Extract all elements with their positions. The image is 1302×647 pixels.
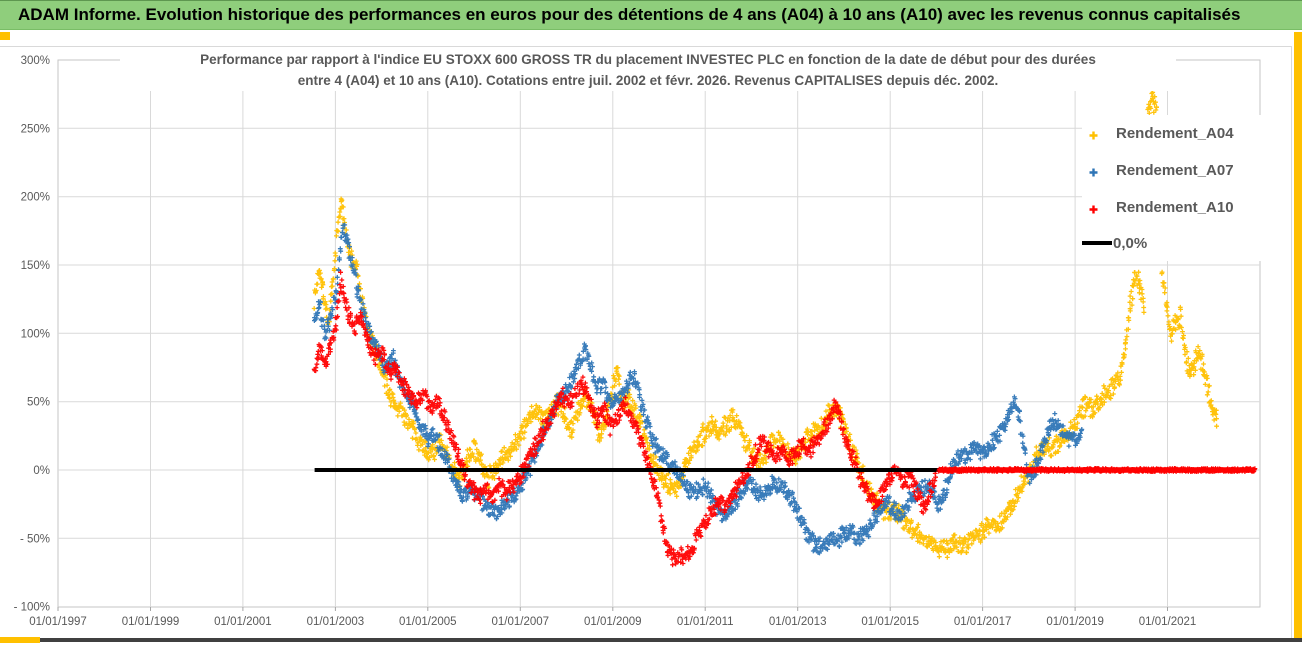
plus-marker-icon bbox=[1088, 202, 1099, 213]
legend-item-rendement-a07[interactable]: Rendement_A07 bbox=[1082, 159, 1234, 181]
svg-text:300%: 300% bbox=[21, 55, 50, 67]
plus-marker-icon bbox=[1088, 128, 1099, 139]
svg-text:0%: 0% bbox=[33, 465, 50, 477]
svg-text:- 100%: - 100% bbox=[14, 602, 50, 614]
legend-label: Rendement_A10 bbox=[1116, 198, 1234, 216]
svg-text:01/01/2005: 01/01/2005 bbox=[399, 616, 457, 628]
gold-accent-right-strip bbox=[1294, 32, 1302, 642]
gold-accent-bottomleft bbox=[0, 637, 40, 643]
svg-text:01/01/2017: 01/01/2017 bbox=[954, 616, 1012, 628]
svg-text:- 50%: - 50% bbox=[20, 533, 50, 545]
chart-title-line2: entre 4 (A04) et 10 ans (A10). Cotations… bbox=[297, 73, 999, 88]
bottom-border-line bbox=[0, 638, 1302, 642]
legend-item-rendement-a04[interactable]: Rendement_A04 bbox=[1082, 122, 1234, 144]
svg-text:01/01/2007: 01/01/2007 bbox=[492, 616, 550, 628]
svg-text:01/01/2003: 01/01/2003 bbox=[307, 616, 365, 628]
legend-label: 0,0% bbox=[1113, 234, 1148, 252]
svg-text:01/01/2015: 01/01/2015 bbox=[861, 616, 919, 628]
svg-text:01/01/2013: 01/01/2013 bbox=[769, 616, 827, 628]
zero-line-icon bbox=[1082, 241, 1112, 245]
svg-text:01/01/1997: 01/01/1997 bbox=[29, 616, 87, 628]
chart-title: Performance par rapport à l'indice EU ST… bbox=[120, 49, 1176, 91]
plus-marker-icon bbox=[1088, 165, 1099, 176]
svg-text:01/01/2019: 01/01/2019 bbox=[1046, 616, 1104, 628]
svg-text:50%: 50% bbox=[27, 397, 50, 409]
legend-item-zero-line[interactable]: 0,0% bbox=[1082, 232, 1147, 254]
svg-text:01/01/1999: 01/01/1999 bbox=[122, 616, 180, 628]
chart-title-line1: Performance par rapport à l'indice EU ST… bbox=[200, 52, 1096, 67]
chart-border-right bbox=[1291, 46, 1292, 640]
legend-label: Rendement_A07 bbox=[1116, 161, 1234, 179]
legend-label: Rendement_A04 bbox=[1116, 124, 1234, 142]
legend-item-rendement-a10[interactable]: Rendement_A10 bbox=[1082, 196, 1234, 218]
chart-legend: Rendement_A04 Rendement_A07 Rendement_A1… bbox=[1082, 115, 1290, 261]
svg-text:01/01/2021: 01/01/2021 bbox=[1139, 616, 1197, 628]
svg-text:01/01/2001: 01/01/2001 bbox=[214, 616, 272, 628]
chart-border-top bbox=[0, 46, 1292, 47]
report-header: ADAM Informe. Evolution historique des p… bbox=[0, 0, 1302, 30]
svg-text:250%: 250% bbox=[21, 123, 50, 135]
report-header-title: ADAM Informe. Evolution historique des p… bbox=[18, 5, 1241, 24]
svg-text:150%: 150% bbox=[21, 260, 50, 272]
svg-text:200%: 200% bbox=[21, 192, 50, 204]
svg-text:01/01/2009: 01/01/2009 bbox=[584, 616, 642, 628]
svg-text:01/01/2011: 01/01/2011 bbox=[677, 616, 734, 628]
gold-accent-topleft bbox=[0, 32, 10, 40]
svg-text:100%: 100% bbox=[21, 328, 50, 340]
